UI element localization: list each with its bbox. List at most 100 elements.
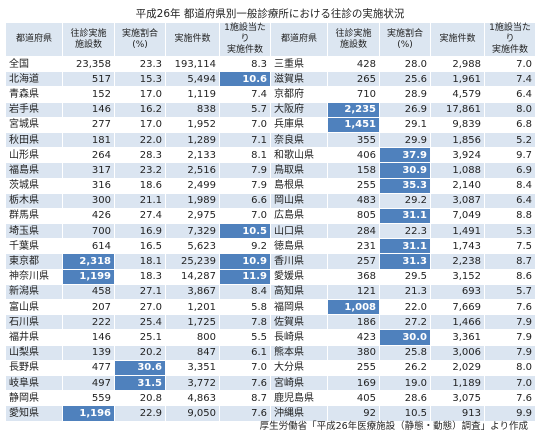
value-cell: 2,238 [430,253,485,270]
value-cell: 5,494 [165,71,220,88]
table-row: 石川県 222 25.4 1,725 7.8 佐賀県 186 27.2 1,466 7.9 [5,314,536,331]
prefecture-cell: 岩手県 [5,101,63,118]
value-cell: 6.4 [484,86,536,103]
value-cell: 20.2 [114,344,166,361]
value-cell: 16.5 [114,238,166,255]
table-row: 山梨県 139 20.2 847 6.1 熊本県 380 25.8 3,006 7.9 [5,344,536,361]
value-cell: 7.4 [484,71,536,88]
value-cell: 158 [327,162,380,179]
value-cell: 1,196 [62,405,115,422]
prefecture-cell: 香川県 [270,253,328,270]
prefecture-cell: 全国 [5,55,63,73]
prefecture-cell: 秋田県 [5,131,63,149]
table-row: 岐阜県 497 31.5 3,772 7.6 宮崎県 169 19.0 1,189 7.0 [5,374,536,392]
table-row: 茨城県 316 18.6 2,499 7.9 島根県 255 35.3 2,140 8.4 [5,177,536,194]
value-cell: 317 [62,162,115,179]
value-cell: 7.0 [219,116,271,133]
value-cell: 2,133 [165,147,220,164]
value-cell: 15.3 [114,71,166,88]
value-cell: 284 [327,223,380,240]
value-cell: 27.1 [114,283,166,301]
value-cell: 3,075 [430,390,485,407]
value-cell: 8.1 [219,147,271,164]
value-cell: 3,924 [430,147,485,164]
table-row: 長野県 477 30.6 3,351 7.0 大分県 255 26.2 2,029 8.0 [5,359,536,376]
value-cell: 838 [165,101,220,118]
value-cell: 28.9 [379,86,431,103]
value-cell: 7.0 [484,55,536,73]
value-cell: 1,466 [430,314,485,331]
prefecture-cell: 長野県 [5,359,63,376]
prefecture-cell: 東京都 [5,253,63,270]
value-cell: 6.8 [484,116,536,133]
value-cell: 11.9 [219,268,271,285]
value-cell: 8.0 [484,359,536,376]
prefecture-cell: 静岡県 [5,390,63,407]
value-cell: 28.0 [379,55,431,73]
value-cell: 8.4 [219,283,271,301]
value-cell: 8.0 [484,101,536,118]
prefecture-cell: 山口県 [270,223,328,240]
prefecture-cell: 大分県 [270,359,328,376]
table-row: 北海道 517 15.3 5,494 10.6 滋賀県 265 25.6 1,961 7.4 [5,71,536,88]
value-cell: 7.9 [219,162,271,179]
value-cell: 3,006 [430,344,485,361]
value-cell: 9.2 [219,238,271,255]
value-cell: 29.2 [379,192,431,209]
value-cell: 25,239 [165,253,220,270]
value-cell: 169 [327,374,380,392]
value-cell: 5.7 [484,283,536,301]
value-cell: 1,961 [430,71,485,88]
value-cell: 14,287 [165,268,220,285]
value-cell: 7.4 [219,86,271,103]
value-cell: 1,289 [165,131,220,149]
title: 平成26年 都道府県別一般診療所における往診の実施状況 [135,8,405,20]
column-header: 実施割合 (%) [379,22,431,57]
value-cell: 30.6 [114,359,166,376]
table-row: 青森県 152 17.0 1,119 7.4 京都府 710 28.9 4,579 6.4 [5,86,536,103]
table-row: 千葉県 614 16.5 5,623 9.2 徳島県 231 31.1 1,743 7.5 [5,238,536,255]
value-cell: 25.4 [114,314,166,331]
prefecture-cell: 三重県 [270,55,328,73]
value-cell: 10.6 [219,71,271,88]
value-cell: 380 [327,344,380,361]
value-cell: 4,579 [430,86,485,103]
prefecture-cell: 和歌山県 [270,147,328,164]
prefecture-cell: 沖縄県 [270,405,328,422]
value-cell: 207 [62,298,115,316]
value-cell: 9,839 [430,116,485,133]
column-header: 往診実施 施設数 [327,22,380,57]
prefecture-cell: 宮城県 [5,116,63,133]
value-cell: 7.6 [219,374,271,392]
value-cell: 18.1 [114,253,166,270]
value-cell: 8.7 [484,253,536,270]
value-cell: 22.0 [114,131,166,149]
prefecture-cell: 鳥取県 [270,162,328,179]
value-cell: 7,669 [430,298,485,316]
value-cell: 1,201 [165,298,220,316]
value-cell: 3,867 [165,283,220,301]
prefecture-cell: 長崎県 [270,329,328,346]
value-cell: 6.1 [219,344,271,361]
value-cell: 10.5 [379,405,431,422]
value-cell: 30.0 [379,329,431,346]
prefecture-cell: 福岡県 [270,298,328,316]
value-cell: 17.0 [114,86,166,103]
value-cell: 31.1 [379,207,431,225]
value-cell: 17,861 [430,101,485,118]
value-cell: 2,516 [165,162,220,179]
value-cell: 18.6 [114,177,166,194]
value-cell: 181 [62,131,115,149]
value-cell: 2,975 [165,207,220,225]
table-row: 福島県 317 23.2 2,516 7.9 鳥取県 158 30.9 1,088 6.9 [5,162,536,179]
value-cell: 8.7 [219,390,271,407]
prefecture-cell: 京都府 [270,86,328,103]
value-cell: 1,952 [165,116,220,133]
prefecture-cell: 高知県 [270,283,328,301]
table-row: 全国 23,358 23.3 193,114 8.3 三重県 428 28.0 2,988 7.0 [5,55,536,73]
prefecture-cell: 栃木県 [5,192,63,209]
value-cell: 2,029 [430,359,485,376]
table-row: 神奈川県 1,199 18.3 14,287 11.9 愛媛県 368 29.5 3,152 8.… [5,268,536,285]
value-cell: 31.5 [114,374,166,392]
